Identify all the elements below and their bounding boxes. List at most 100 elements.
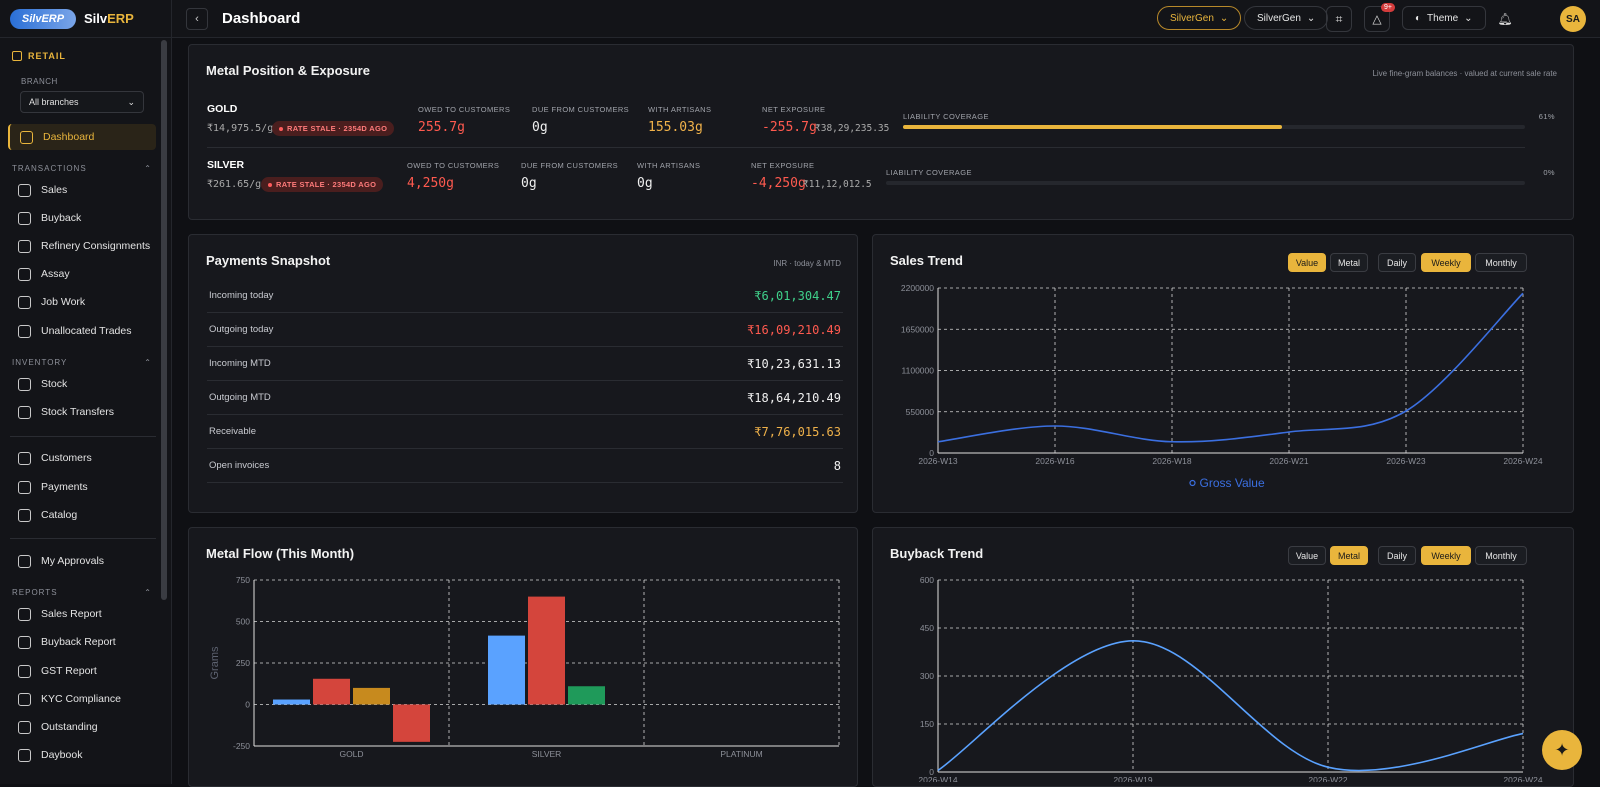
- sidebar-item-stock-transfers[interactable]: Stock Transfers: [8, 399, 156, 425]
- sidebar-scrollbar[interactable]: [161, 40, 167, 600]
- chevron-up-icon: ⌃: [144, 588, 152, 597]
- sparkle-icon: ✦: [1554, 740, 1569, 761]
- y-tick-label: 600: [920, 575, 934, 585]
- sidebar-item-label: Unallocated Trades: [41, 325, 131, 337]
- sidebar-item-kyc[interactable]: KYC Compliance: [8, 686, 156, 712]
- users-icon: [18, 452, 31, 465]
- coverage-pct: 0%: [1543, 168, 1555, 177]
- sidebar-item-buyback[interactable]: Buyback: [8, 205, 156, 231]
- metal-rate: ₹261.65/g: [207, 179, 261, 190]
- legend-marker: [1190, 481, 1195, 486]
- flask-icon: [18, 268, 31, 281]
- group-title-inventory[interactable]: INVENTORY⌃: [12, 358, 152, 367]
- card-title: Metal Flow (This Month): [206, 546, 354, 561]
- sidebar-item-daybook[interactable]: Daybook: [8, 742, 156, 768]
- app-logo[interactable]: SilvERP SilvERP: [0, 0, 171, 38]
- payment-row: Incoming today₹6,01,304.47: [207, 279, 843, 313]
- app-name-a: Silv: [84, 11, 107, 26]
- org-switcher[interactable]: SilverGen⌄: [1244, 6, 1328, 30]
- status-badge: RATE STALE · 2354D AGO: [261, 177, 383, 192]
- monthly-button[interactable]: Monthly: [1475, 253, 1527, 272]
- sidebar-item-outstanding[interactable]: Outstanding: [8, 714, 156, 740]
- y-tick-label: 1650000: [901, 324, 934, 334]
- scan-icon: ⌗: [1336, 12, 1343, 27]
- value-toggle-button[interactable]: Value: [1288, 253, 1326, 272]
- truck-icon: [18, 406, 31, 419]
- notifications-button[interactable]: 🔔︎: [1492, 6, 1518, 32]
- sidebar-item-buyback-report[interactable]: Buyback Report: [8, 629, 156, 655]
- sidebar-item-unallocated[interactable]: Unallocated Trades: [8, 318, 156, 344]
- sidebar-item-sales-report[interactable]: Sales Report: [8, 601, 156, 627]
- sales-trend-card: Sales Trend Value Metal Daily Weekly Mon…: [872, 234, 1574, 513]
- x-tick-label: GOLD: [339, 749, 363, 759]
- sidebar-item-gst-report[interactable]: GST Report: [8, 658, 156, 684]
- sidebar-item-sales[interactable]: Sales: [8, 177, 156, 203]
- avatar[interactable]: SA: [1560, 6, 1586, 32]
- grid-icon: [20, 131, 33, 144]
- sidebar-item-payments[interactable]: Payments: [8, 474, 156, 500]
- daily-button[interactable]: Daily: [1378, 253, 1416, 272]
- metal-rate: ₹14,975.5/g: [207, 123, 273, 134]
- sidebar-item-job-work[interactable]: Job Work: [8, 289, 156, 315]
- x-tick-label: 2026-W13: [918, 456, 957, 466]
- calendar-icon: [18, 721, 31, 734]
- payment-value: ₹16,09,210.49: [747, 323, 841, 337]
- net-inr-value: ₹11,12,012.5: [803, 179, 872, 190]
- value-toggle-button[interactable]: Value: [1288, 546, 1326, 565]
- sidebar-item-approvals[interactable]: My Approvals: [8, 548, 156, 574]
- x-tick-label: 2026-W21: [1269, 456, 1308, 466]
- weekly-button[interactable]: Weekly: [1421, 546, 1471, 565]
- metal-position-card: Metal Position & Exposure Live fine-gram…: [188, 44, 1574, 220]
- scan-button[interactable]: ⌗: [1326, 6, 1352, 32]
- chart-icon: [18, 608, 31, 621]
- app-name-b: ERP: [107, 11, 134, 26]
- branch-select[interactable]: All branches ⌄: [20, 91, 144, 113]
- store-icon: [12, 51, 22, 61]
- x-tick-label: 2026-W22: [1308, 775, 1347, 782]
- sidebar-item-label: Payments: [41, 481, 88, 493]
- coverage-bar-fill: [903, 125, 1282, 129]
- sidebar-item-dashboard[interactable]: Dashboard: [8, 124, 156, 150]
- metal-toggle-button[interactable]: Metal: [1330, 253, 1368, 272]
- sidebar-item-catalog[interactable]: Catalog: [8, 502, 156, 528]
- y-tick-label: 550000: [906, 407, 935, 417]
- sidebar-item-assay[interactable]: Assay: [8, 261, 156, 287]
- chevron-left-icon: ‹: [195, 13, 199, 25]
- sidebar-item-label: Dashboard: [43, 131, 94, 143]
- payment-label: Incoming today: [209, 290, 273, 301]
- group-title-transactions[interactable]: TRANSACTIONS⌃: [12, 164, 152, 173]
- sidebar-item-label: KYC Compliance: [41, 693, 121, 705]
- sidebar-item-label: Customers: [41, 452, 92, 464]
- y-tick-label: 0: [245, 700, 250, 710]
- artisans-value: 155.03g: [648, 120, 703, 135]
- metal-toggle-button[interactable]: Metal: [1330, 546, 1368, 565]
- y-tick-label: 500: [236, 617, 250, 627]
- coverage-bar: [903, 125, 1525, 129]
- sidebar-item-label: My Approvals: [41, 555, 104, 567]
- daily-button[interactable]: Daily: [1378, 546, 1416, 565]
- row-divider: [207, 147, 1525, 148]
- collapse-sidebar-button[interactable]: ‹: [186, 8, 208, 30]
- y-tick-label: 150: [920, 719, 934, 729]
- wallet-icon: [18, 481, 31, 494]
- weekly-button[interactable]: Weekly: [1421, 253, 1471, 272]
- payment-label: Open invoices: [209, 460, 269, 471]
- topbar: ‹ Dashboard SilverGen⌄ SilverGen⌄ ⌗ △9+ …: [172, 0, 1600, 38]
- sidebar-item-customers[interactable]: Customers: [8, 445, 156, 471]
- metal-name: SILVER: [207, 159, 244, 171]
- ai-assistant-button[interactable]: ✦: [1542, 730, 1582, 770]
- monthly-button[interactable]: Monthly: [1475, 546, 1527, 565]
- sidebar-item-label: Buyback Report: [41, 636, 116, 648]
- group-title-reports[interactable]: REPORTS⌃: [12, 588, 152, 597]
- payments-card: Payments Snapshot INR · today & MTD Inco…: [188, 234, 858, 513]
- sidebar-item-stock[interactable]: Stock: [8, 371, 156, 397]
- theme-menu[interactable]: ◐Theme⌄: [1402, 6, 1486, 30]
- logo-badge: SilvERP: [10, 9, 76, 29]
- book-open-icon: [18, 749, 31, 762]
- alerts-button[interactable]: △9+: [1364, 6, 1390, 32]
- tenant-switcher[interactable]: SilverGen⌄: [1157, 6, 1241, 30]
- sidebar-item-refinery[interactable]: Refinery Consignments: [8, 233, 156, 259]
- section-title-retail: RETAIL: [12, 51, 66, 61]
- status-badge: RATE STALE · 2354D AGO: [272, 121, 394, 136]
